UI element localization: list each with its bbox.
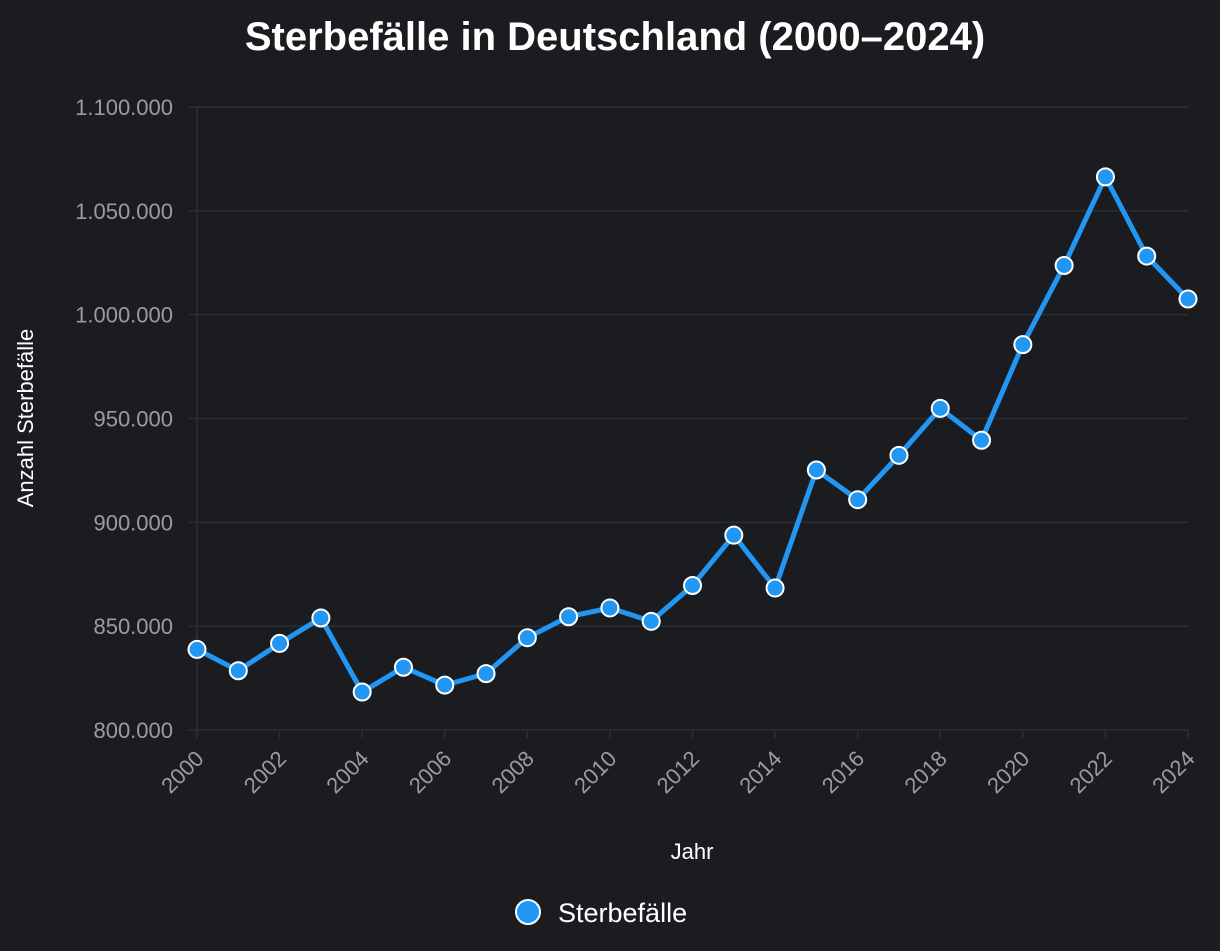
data-point[interactable] [270,633,290,653]
y-tick-label: 800.000 [93,718,173,743]
data-point[interactable] [352,682,372,702]
data-point[interactable] [765,578,785,598]
data-point[interactable] [724,525,744,545]
legend-label[interactable]: Sterbefälle [558,898,687,928]
data-point[interactable] [559,607,579,627]
y-tick-label: 850.000 [93,614,173,639]
x-axis-label: Jahr [671,839,714,864]
legend-marker[interactable] [515,899,541,925]
data-point[interactable] [889,445,909,465]
data-point[interactable] [848,490,868,510]
data-point[interactable] [1013,335,1033,355]
data-point[interactable] [600,598,620,618]
data-point[interactable] [1137,246,1157,266]
data-point[interactable] [1178,289,1198,309]
y-axis-label: Anzahl Sterbefälle [13,329,38,508]
y-tick-label: 950.000 [93,407,173,432]
data-point[interactable] [187,639,207,659]
data-point[interactable] [806,460,826,480]
data-point[interactable] [228,661,248,681]
y-tick-label: 1.000.000 [75,303,173,328]
data-point[interactable] [683,576,702,596]
data-point[interactable] [1095,167,1115,187]
data-point[interactable] [1054,255,1074,275]
y-axis-ticks: 800.000 850.000 900.000 950.000 1.000.000 1.0… [75,95,173,743]
grid-lines [189,106,1188,738]
data-point[interactable] [311,608,331,628]
series-layer [187,167,1198,702]
legend[interactable]: Sterbefälle [515,898,687,928]
data-point[interactable] [393,657,413,677]
data-point[interactable] [476,664,496,684]
y-tick-label: 900.000 [93,510,173,535]
y-tick-label: 1.050.000 [75,199,173,224]
data-point[interactable] [517,628,537,648]
data-point[interactable] [930,398,950,418]
data-point[interactable] [972,430,992,450]
data-point[interactable] [435,675,455,695]
y-tick-label: 1.100.000 [75,95,173,120]
data-point[interactable] [641,611,661,631]
chart-title: Sterbefälle in Deutschland (2000–2024) [245,15,985,59]
